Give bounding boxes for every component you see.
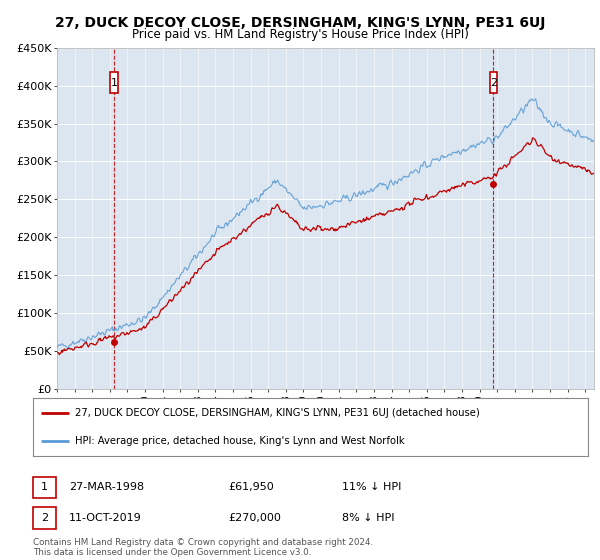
Text: 27, DUCK DECOY CLOSE, DERSINGHAM, KING'S LYNN, PE31 6UJ (detached house): 27, DUCK DECOY CLOSE, DERSINGHAM, KING'S… (74, 408, 479, 418)
Text: 8% ↓ HPI: 8% ↓ HPI (342, 513, 395, 523)
Text: 2: 2 (490, 77, 497, 87)
Text: 1: 1 (41, 482, 48, 492)
Text: 2: 2 (41, 513, 48, 523)
Bar (490, 72, 497, 93)
Text: £270,000: £270,000 (228, 513, 281, 523)
Text: 27-MAR-1998: 27-MAR-1998 (69, 482, 144, 492)
Text: 1: 1 (110, 77, 118, 87)
Text: HPI: Average price, detached house, King's Lynn and West Norfolk: HPI: Average price, detached house, King… (74, 436, 404, 446)
Text: 27, DUCK DECOY CLOSE, DERSINGHAM, KING'S LYNN, PE31 6UJ: 27, DUCK DECOY CLOSE, DERSINGHAM, KING'S… (55, 16, 545, 30)
Bar (110, 72, 118, 93)
Text: Contains HM Land Registry data © Crown copyright and database right 2024.
This d: Contains HM Land Registry data © Crown c… (33, 538, 373, 557)
Text: 11% ↓ HPI: 11% ↓ HPI (342, 482, 401, 492)
Text: 11-OCT-2019: 11-OCT-2019 (69, 513, 142, 523)
Text: £61,950: £61,950 (228, 482, 274, 492)
Text: Price paid vs. HM Land Registry's House Price Index (HPI): Price paid vs. HM Land Registry's House … (131, 28, 469, 41)
